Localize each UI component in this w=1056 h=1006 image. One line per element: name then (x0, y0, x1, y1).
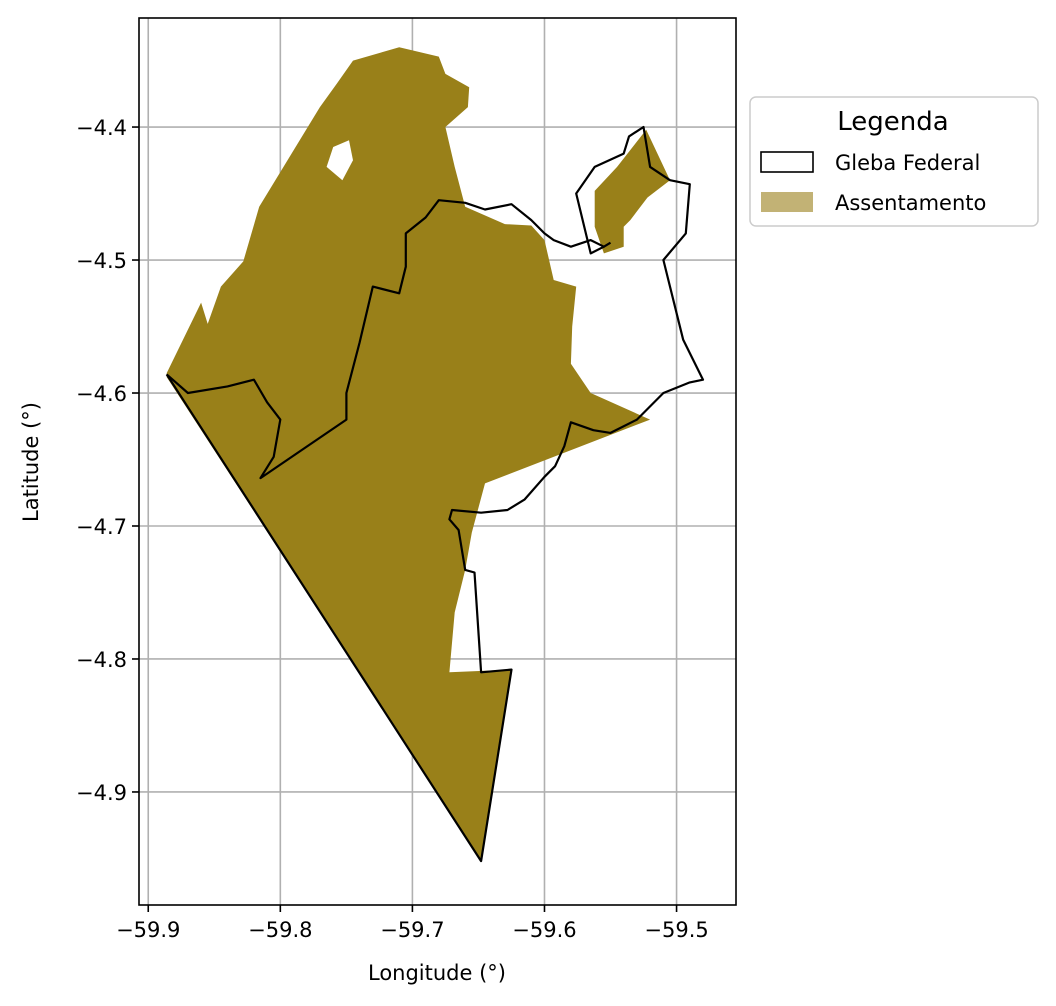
legend-title: Legenda (837, 107, 948, 137)
y-tick-label: −4.5 (76, 249, 127, 273)
plot-area: −59.9 −59.8 −59.7 −59.6 −59.5 −4.4−4.5−4.6−4… (76, 17, 737, 942)
legend-box (749, 96, 1039, 227)
y-tick-label: −4.8 (76, 648, 127, 672)
legend-swatch-gleba-federal (760, 151, 814, 173)
x-axis-ticks: −59.9 −59.8 −59.7 −59.6 −59.5 (116, 905, 709, 942)
y-axis-label: Latitude (°) (19, 402, 43, 522)
gleba-federal-boundary (165, 125, 705, 863)
y-tick-label: −4.9 (76, 781, 127, 805)
assentamento-polygon (594, 129, 670, 254)
x-tick-label: −59.9 (116, 918, 180, 942)
assentamento-layer (166, 47, 670, 862)
legend-label-assentamento: Assentamento (835, 191, 986, 215)
x-axis-label: Longitude (°) (368, 961, 506, 985)
x-tick-label: −59.7 (380, 918, 444, 942)
legend: Legenda Gleba Federal Assentamento (749, 96, 1039, 227)
x-tick-label: −59.6 (512, 918, 576, 942)
x-tick-label: −59.8 (248, 918, 312, 942)
x-tick-label: −59.5 (644, 918, 708, 942)
y-tick-label: −4.4 (76, 116, 127, 140)
plot-frame (138, 17, 737, 906)
y-tick-label: −4.6 (76, 382, 127, 406)
assentamento-hole (326, 140, 353, 181)
legend-label-gleba-federal: Gleba Federal (835, 151, 980, 175)
y-tick-label: −4.7 (76, 515, 127, 539)
assentamento-polygon (166, 47, 651, 862)
y-axis-ticks: −4.4 −4.5 −4.6 −4.7 −4.8 −4.9 (76, 116, 139, 805)
legend-swatch-assentamento (761, 192, 813, 212)
gleba-federal-layer (165, 125, 705, 863)
gleba-federal-boundary (165, 199, 612, 480)
